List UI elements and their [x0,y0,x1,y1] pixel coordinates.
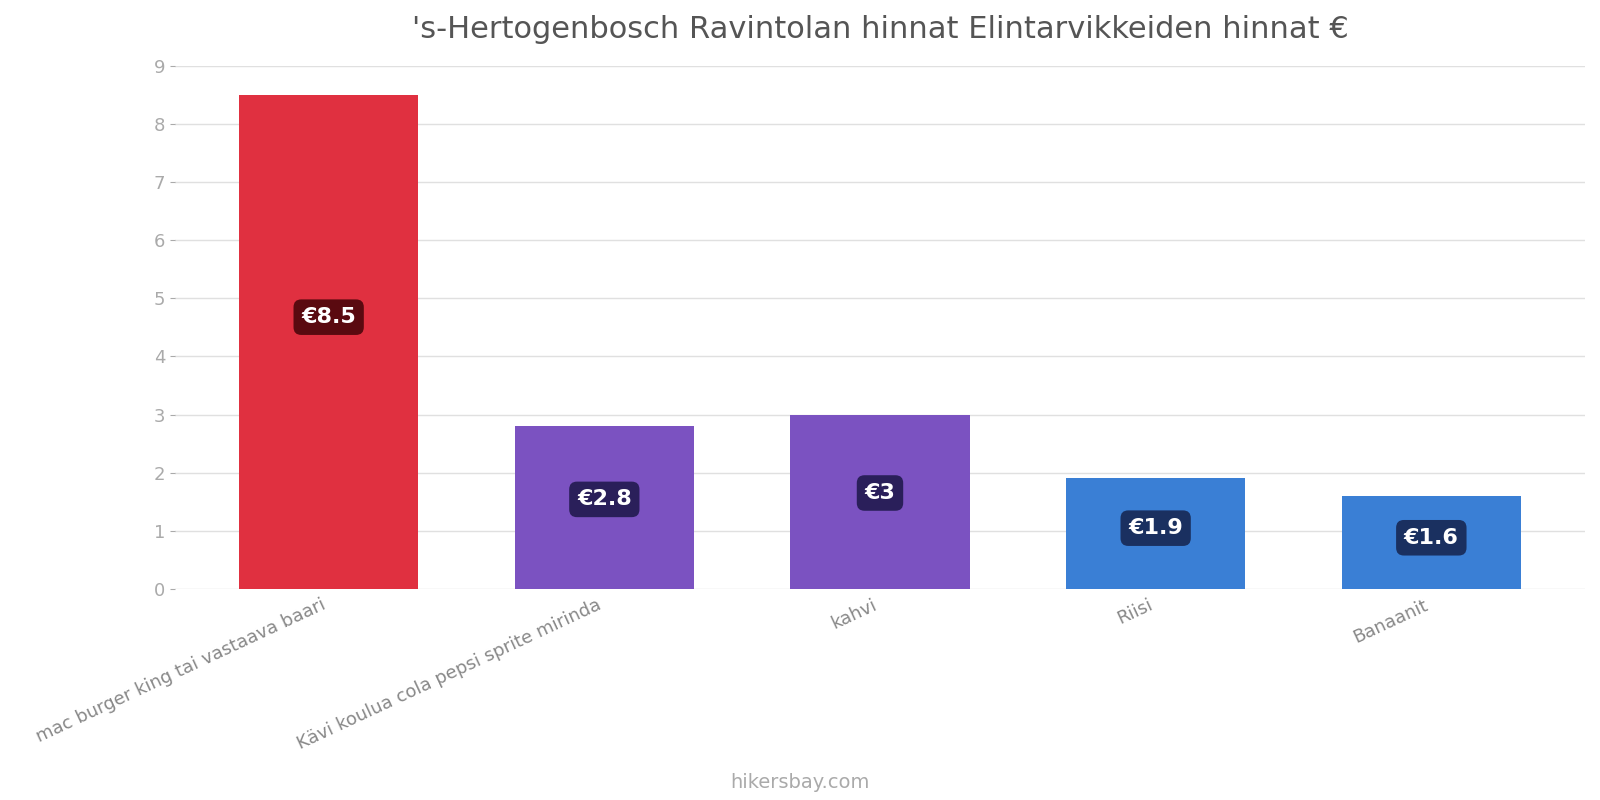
Bar [515,426,694,589]
Text: €1.9: €1.9 [1128,518,1182,538]
Bar [1342,496,1522,589]
Bar [1066,478,1245,589]
Bar [238,95,418,589]
Text: €1.6: €1.6 [1403,528,1459,548]
Text: €8.5: €8.5 [301,307,357,327]
Text: €3: €3 [864,483,896,503]
Text: hikersbay.com: hikersbay.com [730,773,870,792]
Text: €2.8: €2.8 [578,490,632,510]
Title: 's-Hertogenbosch Ravintolan hinnat Elintarvikkeiden hinnat €: 's-Hertogenbosch Ravintolan hinnat Elint… [411,15,1349,44]
Bar [790,414,970,589]
